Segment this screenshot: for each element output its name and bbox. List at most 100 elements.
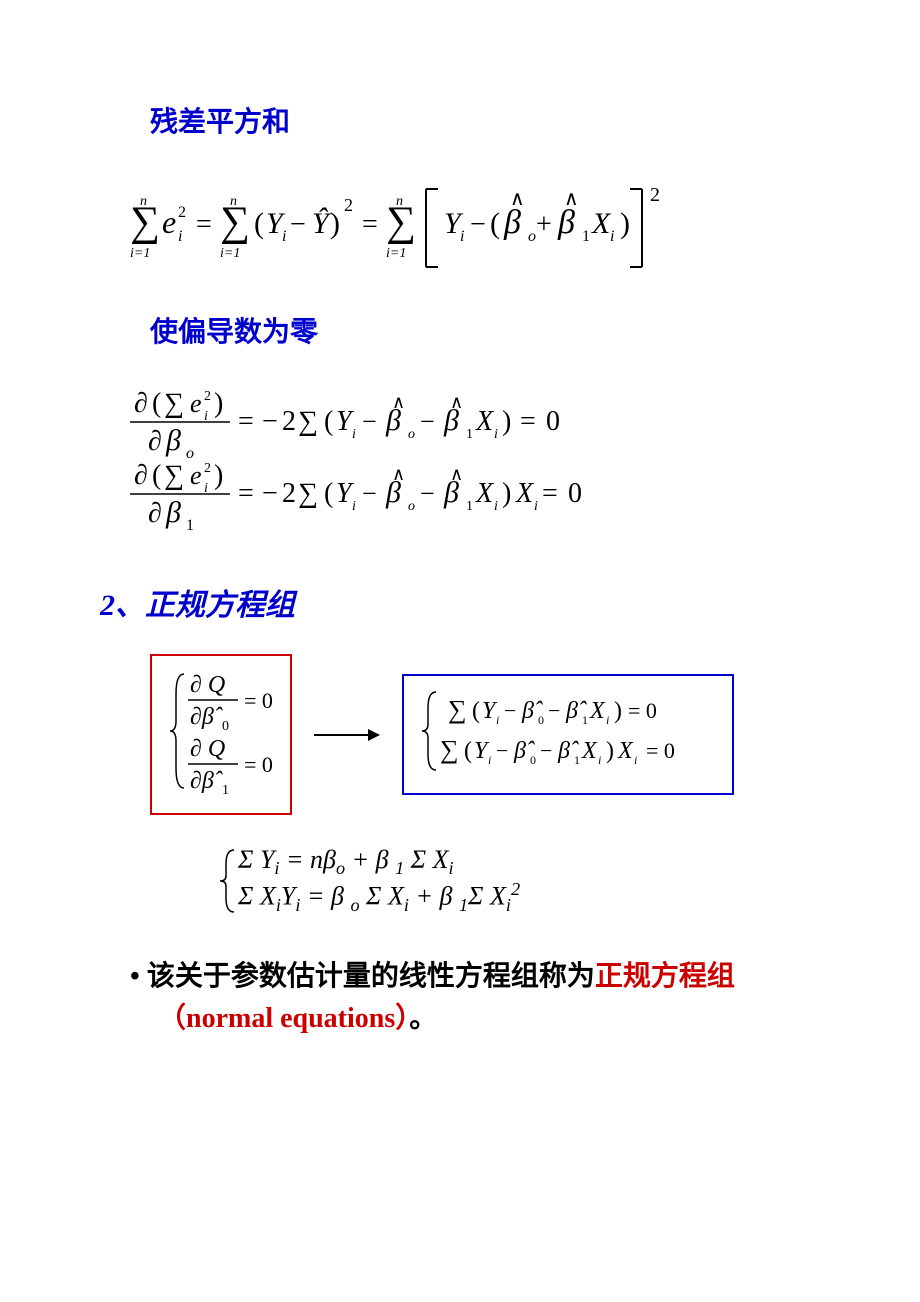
svg-text:β: β xyxy=(385,476,401,509)
svg-text:X: X xyxy=(475,406,494,437)
equation-sse: n ∑ i=1 e 2 i = n ∑ i=1 ( Y i − Ŷ ) 2 = … xyxy=(130,175,820,280)
heading-partial-zero: 使偏导数为零 xyxy=(150,310,820,350)
svg-text:i: i xyxy=(352,427,356,442)
equation-partials: ∂ ( ∑ e 2 i ) ∂ β o = − 2 ∑ ( Y i − ∧ β … xyxy=(130,380,820,535)
svg-text:(: ( xyxy=(152,460,161,491)
svg-text:): ) xyxy=(214,388,223,419)
svg-text:): ) xyxy=(614,698,622,724)
svg-text:−: − xyxy=(470,209,486,240)
svg-text:1: 1 xyxy=(582,713,588,727)
svg-text:∑: ∑ xyxy=(448,695,467,724)
svg-text:(: ( xyxy=(464,738,472,764)
svg-text:1: 1 xyxy=(466,427,473,442)
svg-text:∑: ∑ xyxy=(164,460,184,491)
svg-text:∂: ∂ xyxy=(148,498,162,529)
svg-text:β: β xyxy=(503,204,521,241)
svg-text:=: = xyxy=(238,478,254,509)
svg-text:0: 0 xyxy=(568,478,582,509)
svg-text:): ) xyxy=(214,460,223,491)
svg-text:∑: ∑ xyxy=(164,388,184,419)
svg-text:−: − xyxy=(262,406,278,437)
svg-text:+: + xyxy=(536,209,552,240)
svg-text:∂ Q: ∂ Q xyxy=(190,736,225,762)
svg-text:β: β xyxy=(557,204,575,241)
svg-text:β: β xyxy=(385,404,401,437)
svg-text:= 0: = 0 xyxy=(244,688,273,713)
svg-text:1: 1 xyxy=(186,517,194,530)
svg-text:∑: ∑ xyxy=(386,199,416,245)
svg-text:∂: ∂ xyxy=(134,388,148,419)
svg-text:Ŷ: Ŷ xyxy=(312,207,332,240)
svg-text:0: 0 xyxy=(546,406,560,437)
svg-text:i: i xyxy=(634,753,637,767)
svg-text:2: 2 xyxy=(204,389,211,404)
svg-text:X: X xyxy=(581,738,598,764)
svg-text:−: − xyxy=(290,209,306,240)
svg-text:(: ( xyxy=(324,478,333,509)
svg-text:2: 2 xyxy=(650,184,660,206)
svg-text:): ) xyxy=(620,207,630,240)
svg-text:∑: ∑ xyxy=(130,199,160,245)
normal-equations: Σ Yi = nβo + β 1 Σ Xi Σ XiYi = β o Σ Xi … xyxy=(220,845,820,916)
normal-eq-2: Σ XiYi = β o Σ Xi + β 1Σ Xi2 xyxy=(238,879,520,916)
svg-text:i: i xyxy=(178,228,182,245)
svg-text:X: X xyxy=(475,478,494,509)
svg-text:β: β xyxy=(165,424,181,457)
svg-text:): ) xyxy=(502,478,511,509)
svg-text:0: 0 xyxy=(530,753,536,767)
svg-text:X: X xyxy=(515,478,534,509)
svg-text:1: 1 xyxy=(582,228,590,245)
svg-text:∂: ∂ xyxy=(148,426,162,457)
svg-text:=: = xyxy=(362,209,378,240)
partials-svg: ∂ ( ∑ e 2 i ) ∂ β o = − 2 ∑ ( Y i − ∧ β … xyxy=(130,380,730,530)
svg-text:e: e xyxy=(162,204,176,240)
svg-text:1: 1 xyxy=(222,783,229,796)
svg-text:=: = xyxy=(542,478,558,509)
svg-text:i: i xyxy=(496,713,499,727)
svg-text:i: i xyxy=(606,713,609,727)
svg-text:= 0: = 0 xyxy=(628,698,657,723)
svg-text:X: X xyxy=(617,738,634,764)
svg-text:o: o xyxy=(186,445,194,462)
svg-text:=: = xyxy=(196,209,212,240)
svg-text:i: i xyxy=(610,228,614,245)
svg-text:−: − xyxy=(540,738,552,763)
svg-text:2: 2 xyxy=(282,478,296,509)
svg-text:0: 0 xyxy=(222,719,229,734)
red-box: ∂ Q ∂β̂ 0 = 0 ∂ Q ∂β̂ 1 = 0 xyxy=(150,654,292,815)
svg-text:∂β̂: ∂β̂ xyxy=(190,704,223,730)
svg-text:X: X xyxy=(589,698,606,724)
svg-text:i: i xyxy=(534,499,538,514)
bullet-prefix: 该关于参数估计量的线性方程组称为 xyxy=(147,961,595,992)
svg-text:i: i xyxy=(282,228,286,245)
svg-text:i=1: i=1 xyxy=(220,246,240,261)
svg-text:e: e xyxy=(190,389,202,418)
svg-text:i: i xyxy=(494,499,498,514)
svg-text:2: 2 xyxy=(204,461,211,476)
svg-text:(: ( xyxy=(152,388,161,419)
svg-text:2: 2 xyxy=(178,204,186,221)
svg-text:): ) xyxy=(606,738,614,764)
svg-text:2: 2 xyxy=(344,195,353,215)
normal-eq-1: Σ Yi = nβo + β 1 Σ Xi xyxy=(238,845,520,879)
svg-text:β: β xyxy=(443,476,459,509)
svg-text:=: = xyxy=(520,406,536,437)
svg-text:1: 1 xyxy=(574,753,580,767)
blue-box: ∑ ( Y i − β̂ 0 − β̂ 1 X i ) = 0 ∑ ( Y i … xyxy=(402,674,734,795)
section-heading: 2、正规方程组 xyxy=(100,580,820,624)
svg-text:o: o xyxy=(408,427,415,442)
svg-text:0: 0 xyxy=(538,713,544,727)
svg-text:o: o xyxy=(408,499,415,514)
svg-text:β: β xyxy=(443,404,459,437)
svg-text:=: = xyxy=(238,406,254,437)
boxed-equations-group: ∂ Q ∂β̂ 0 = 0 ∂ Q ∂β̂ 1 = 0 ∑ ( Y xyxy=(150,654,820,815)
svg-text:(: ( xyxy=(472,698,480,724)
svg-text:∑: ∑ xyxy=(440,735,459,764)
svg-text:i: i xyxy=(460,228,464,245)
svg-text:β: β xyxy=(165,496,181,529)
svg-text:(: ( xyxy=(324,406,333,437)
svg-text:∂: ∂ xyxy=(134,460,148,491)
svg-text:i: i xyxy=(488,753,491,767)
svg-text:): ) xyxy=(330,207,340,240)
svg-text:1: 1 xyxy=(466,499,473,514)
